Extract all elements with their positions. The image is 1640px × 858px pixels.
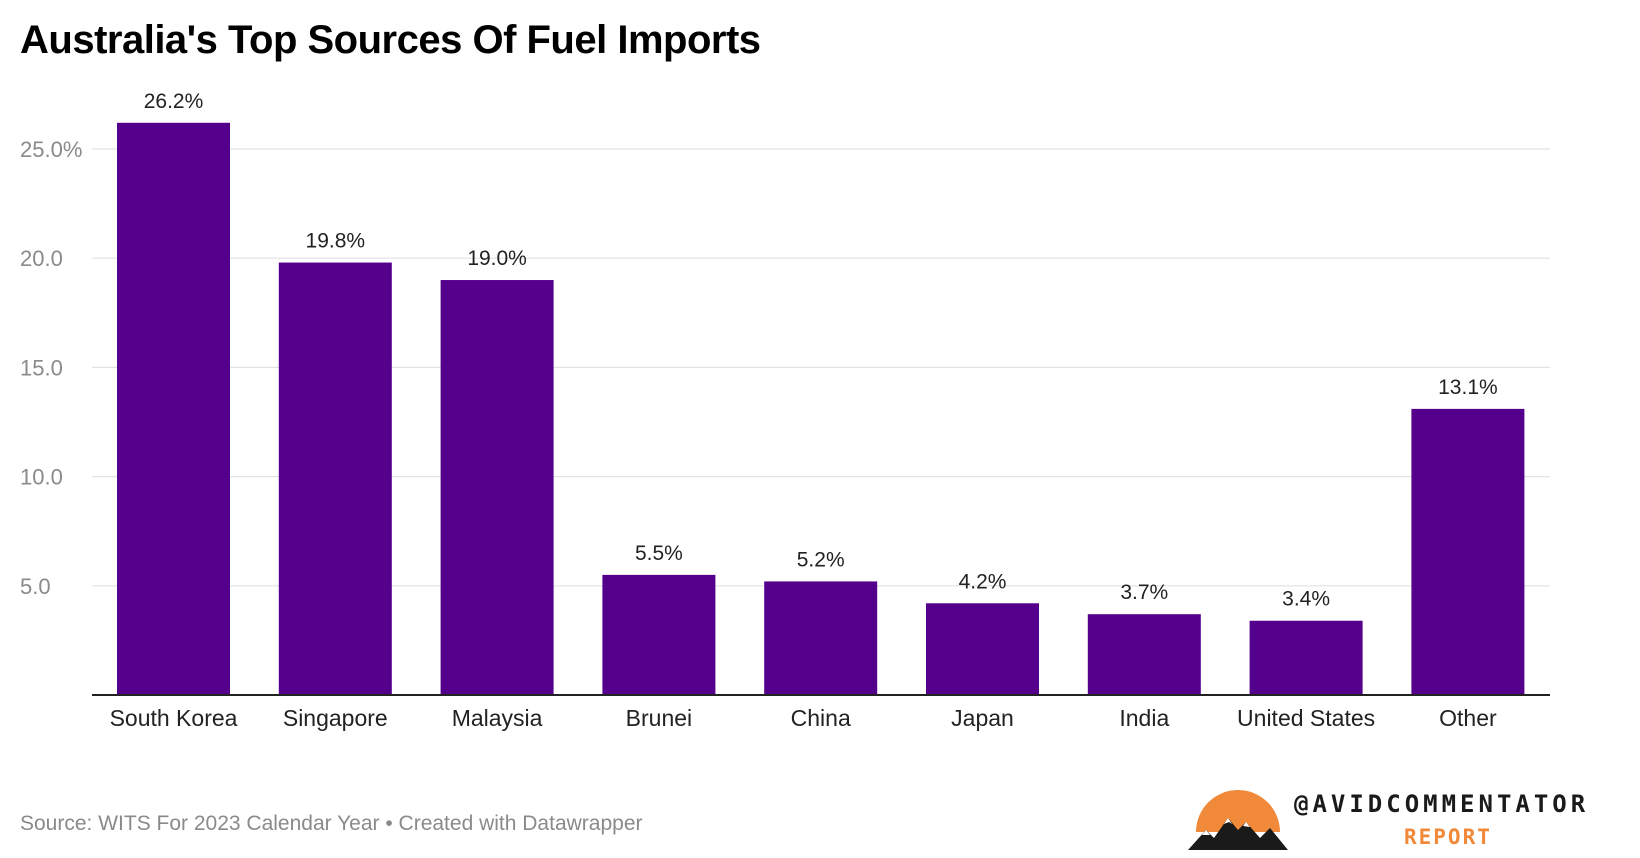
brand-watermark: @AVIDCOMMENTATOR REPORT [1188, 788, 1628, 854]
y-tick-label: 5.0 [20, 574, 51, 599]
data-label: 26.2% [144, 90, 204, 113]
x-tick-label: Singapore [283, 705, 388, 731]
data-labels: 26.2% 19.8% 19.0% 5.5% 5.2% 4.2% 3.7% 3.4% 13.1% [144, 90, 1498, 611]
bar-chart: 26.2% 19.8% 19.0% 5.5% 5.2% 4.2% 3.7% 3.4% 13.1%… [20, 90, 1550, 731]
x-tick-label: Japan [951, 705, 1014, 731]
y-tick-label: 25.0% [20, 137, 82, 162]
bar [926, 603, 1039, 695]
brand-handle: @AVIDCOMMENTATOR [1294, 790, 1590, 818]
mountain-sunset-icon [1188, 790, 1288, 850]
bar [1087, 614, 1201, 695]
data-label: 3.7% [1120, 581, 1168, 604]
bar [278, 262, 392, 695]
y-tick-label: 10.0 [20, 465, 63, 490]
chart-title: Australia's Top Sources Of Fuel Imports [20, 18, 761, 62]
x-tick-label: India [1119, 705, 1169, 731]
bar [602, 574, 716, 695]
data-label: 19.0% [467, 247, 527, 270]
source-note: Source: WITS For 2023 Calendar Year • Cr… [20, 812, 643, 835]
data-label: 4.2% [959, 570, 1007, 593]
y-tick-label: 20.0 [20, 246, 63, 271]
x-tick-label: Other [1439, 705, 1497, 731]
bar [764, 581, 878, 695]
x-axis-ticks: South Korea Singapore Malaysia Brunei China J… [110, 705, 1497, 731]
bar [1249, 620, 1363, 695]
bar [440, 280, 554, 695]
x-tick-label: United States [1237, 705, 1375, 731]
x-tick-label: China [791, 705, 851, 731]
bar [117, 122, 230, 696]
data-label: 5.2% [797, 548, 845, 571]
data-label: 3.4% [1282, 588, 1330, 611]
x-tick-label: Brunei [626, 705, 692, 731]
x-tick-label: Malaysia [452, 705, 543, 731]
x-tick-label: South Korea [110, 705, 238, 731]
bars [117, 122, 1525, 696]
brand-subtitle: REPORT [1404, 825, 1492, 849]
data-label: 5.5% [635, 542, 683, 565]
bar [1411, 408, 1525, 695]
data-label: 13.1% [1438, 376, 1498, 399]
y-axis-ticks: 5.0 10.0 15.0 20.0 25.0% [20, 137, 82, 599]
data-label: 19.8% [306, 230, 366, 253]
y-tick-label: 15.0 [20, 355, 63, 380]
